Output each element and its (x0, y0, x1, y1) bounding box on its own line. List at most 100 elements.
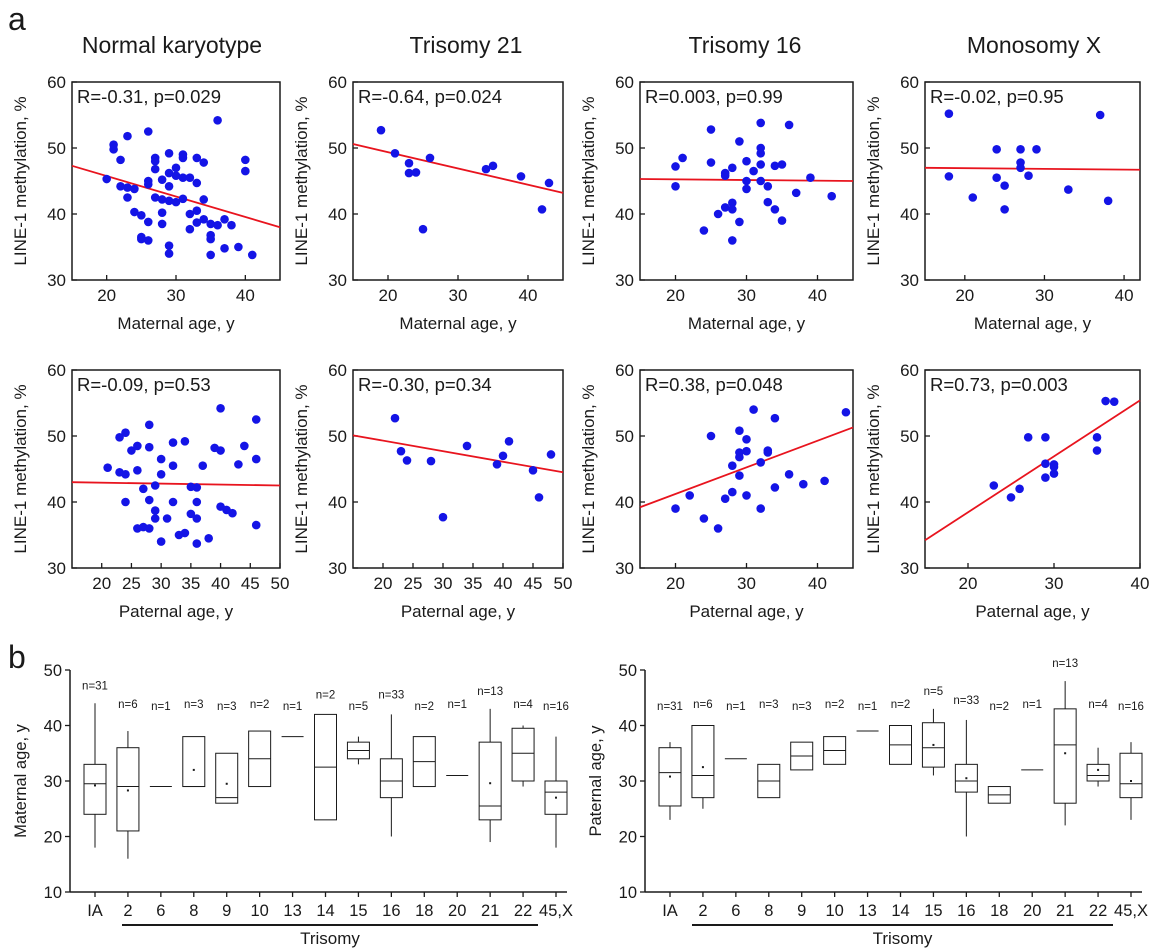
y-tick-label: 50 (900, 139, 919, 158)
data-point (728, 236, 737, 245)
data-point (390, 413, 400, 423)
stats-annotation: R=-0.64, p=0.024 (358, 86, 502, 107)
data-point (192, 497, 202, 507)
data-point (199, 214, 209, 224)
data-point (143, 236, 153, 245)
x-tick-label: 30 (434, 574, 453, 593)
count-label: n=6 (118, 699, 138, 711)
data-point (164, 196, 174, 206)
count-label: n=6 (693, 699, 713, 711)
data-point (735, 471, 744, 480)
data-point (150, 514, 160, 523)
category-label: 14 (891, 902, 909, 920)
y-axis-label: LINE-1 methylation, % (864, 384, 883, 553)
data-point (944, 172, 954, 181)
category-label: 22 (514, 902, 532, 920)
data-point (171, 197, 181, 207)
count-label: n=1 (447, 699, 467, 711)
stats-annotation: R=-0.09, p=0.53 (77, 374, 211, 395)
category-label: 9 (797, 902, 806, 920)
y-axis-label: LINE-1 methylation, % (292, 384, 311, 553)
data-point (220, 214, 229, 224)
data-point (144, 420, 154, 430)
box-2 (691, 725, 715, 809)
category-label: 22 (1089, 902, 1107, 920)
data-point (713, 209, 723, 219)
category-label: 6 (156, 902, 165, 920)
data-point (777, 216, 787, 225)
data-point (989, 481, 999, 490)
data-point (144, 442, 154, 452)
y-tick-label: 50 (44, 662, 62, 680)
box-15 (921, 708, 945, 776)
data-point (756, 148, 765, 158)
mean-marker (192, 768, 195, 771)
data-point (770, 161, 780, 171)
x-axis-label: Paternal age, y (975, 602, 1090, 621)
data-point (251, 415, 261, 424)
plot-frame (352, 369, 564, 569)
data-point (192, 539, 202, 548)
data-point (671, 504, 680, 513)
y-tick-label: 40 (900, 493, 919, 512)
stats-annotation: R=-0.02, p=0.95 (930, 86, 1064, 107)
interquartile-box (1119, 752, 1143, 799)
data-point (720, 494, 730, 504)
stats-annotation: R=-0.31, p=0.029 (77, 86, 221, 107)
data-point (418, 224, 428, 234)
x-axis-label: Maternal age, y (974, 314, 1092, 333)
data-point (481, 164, 491, 174)
data-point (251, 454, 261, 464)
x-tick-label: 35 (181, 574, 200, 593)
data-point (728, 198, 737, 208)
data-point (1032, 145, 1041, 154)
category-label: IA (87, 902, 103, 920)
x-tick-label: 40 (1131, 574, 1150, 593)
data-point (720, 203, 730, 212)
data-point (770, 205, 780, 214)
box-plot-1: 10 20 30 40 50 Maternal age, y IA n=31 2 n=6 6 n=1 8… (12, 662, 573, 948)
mean-marker (489, 782, 492, 785)
count-label: n=2 (316, 689, 336, 701)
category-label: 18 (415, 902, 433, 920)
y-axis-label: LINE-1 methylation, % (579, 96, 598, 265)
x-axis-label: Maternal age, y (117, 314, 235, 333)
interquartile-box (1053, 708, 1077, 804)
count-label: n=1 (1022, 699, 1042, 711)
box-21 (1053, 681, 1077, 826)
interquartile-box (116, 747, 140, 832)
box-8 (182, 736, 206, 788)
data-point (241, 155, 250, 165)
x-axis-label: Paternal age, y (119, 602, 234, 621)
data-point (216, 446, 225, 455)
y-tick-label: 40 (328, 493, 347, 512)
data-point (992, 173, 1001, 182)
data-point (404, 168, 414, 178)
data-point (742, 435, 751, 444)
count-label: n=31 (82, 680, 108, 692)
data-point (1109, 397, 1119, 406)
data-point (784, 120, 794, 130)
data-point (234, 242, 243, 252)
data-point (706, 125, 716, 134)
x-tick-label: 40 (808, 574, 827, 593)
data-point (150, 164, 160, 174)
scatter-plot-4: 30 40 50 60 20 30 40 Maternal age, y LINE-1 meth… (864, 73, 1141, 333)
y-tick-label: 30 (619, 773, 637, 791)
data-point (123, 183, 132, 192)
data-point (157, 208, 167, 217)
data-point (206, 250, 215, 260)
data-point (115, 433, 124, 442)
data-point (1049, 462, 1059, 472)
x-tick-label: 20 (97, 286, 116, 305)
data-point (713, 524, 723, 533)
data-point (178, 194, 188, 204)
data-point (425, 153, 435, 163)
data-point (770, 483, 780, 492)
x-tick-label: 30 (449, 286, 468, 305)
data-point (728, 461, 737, 471)
mean-marker (1130, 780, 1132, 782)
data-point (168, 461, 178, 471)
